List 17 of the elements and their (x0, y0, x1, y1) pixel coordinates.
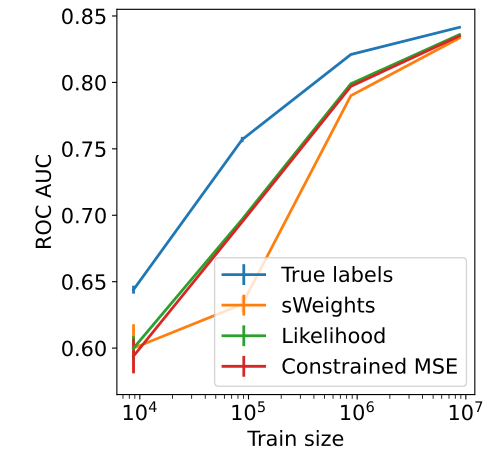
y-tick-label: 0.65 (62, 274, 106, 290)
legend-label: True labels (281, 266, 392, 282)
x-tick-label: 10$^{4}$ (124, 401, 157, 420)
y-axis-title: ROC AUC (35, 155, 52, 248)
x-axis-title: Train size (247, 430, 344, 446)
y-tick-label: 0.85 (62, 8, 106, 24)
x-tick-label: 10$^{5}$ (232, 401, 265, 420)
y-tick-label: 0.75 (62, 141, 106, 158)
x-tick-label: 10$^{7}$ (450, 401, 482, 420)
legend-label: Constrained MSE (282, 358, 457, 374)
legend-label: sWeights (282, 296, 375, 317)
y-tick-label: 0.80 (62, 74, 106, 91)
x-tick-label: 10$^{6}$ (341, 401, 374, 420)
legend-label: Likelihood (283, 327, 384, 344)
y-tick-label: 0.60 (62, 340, 106, 356)
y-tick-label: 0.70 (62, 208, 106, 224)
line-series (132, 26, 461, 292)
